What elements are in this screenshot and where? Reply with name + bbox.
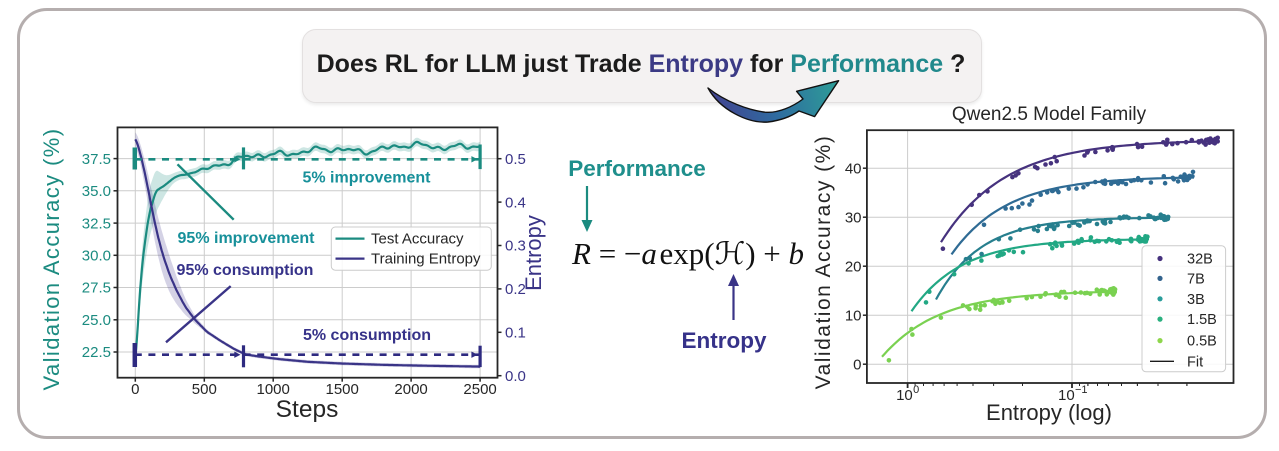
svg-text:22.5: 22.5 xyxy=(82,344,111,361)
svg-text:10: 10 xyxy=(845,307,862,324)
svg-text:0.5B: 0.5B xyxy=(1187,334,1217,350)
svg-text:0.3: 0.3 xyxy=(505,238,526,255)
svg-text:2500: 2500 xyxy=(463,381,496,398)
svg-text:3B: 3B xyxy=(1187,292,1205,308)
svg-text:Steps: Steps xyxy=(276,396,339,423)
svg-text:10: 10 xyxy=(1058,387,1075,404)
svg-text:35.0: 35.0 xyxy=(82,183,111,200)
svg-text:1500: 1500 xyxy=(326,381,359,398)
svg-text:1.5B: 1.5B xyxy=(1187,312,1217,328)
svg-text:Training Entropy: Training Entropy xyxy=(371,251,481,268)
svg-text:10: 10 xyxy=(896,387,913,404)
svg-text:5% consumption: 5% consumption xyxy=(303,327,431,344)
svg-text:32B: 32B xyxy=(1187,252,1213,268)
svg-text:−1: −1 xyxy=(1075,384,1088,396)
svg-text:95% improvement: 95% improvement xyxy=(178,230,316,247)
svg-text:32.5: 32.5 xyxy=(82,215,111,232)
svg-text:7B: 7B xyxy=(1187,271,1205,287)
svg-text:0.5: 0.5 xyxy=(505,151,526,168)
svg-text:Validation Accuracy (%): Validation Accuracy (%) xyxy=(812,135,835,390)
svg-text:37.5: 37.5 xyxy=(82,151,111,168)
svg-text:Entropy: Entropy xyxy=(681,328,766,353)
svg-text:0: 0 xyxy=(913,384,919,396)
svg-text:1000: 1000 xyxy=(257,381,290,398)
svg-text:R = −a exp(ℋ) + b: R = −a exp(ℋ) + b xyxy=(571,236,804,271)
svg-text:Fit: Fit xyxy=(1187,354,1203,370)
svg-text:Test Accuracy: Test Accuracy xyxy=(371,231,464,248)
svg-text:Qwen2.5 Model Family: Qwen2.5 Model Family xyxy=(952,104,1147,125)
svg-text:20: 20 xyxy=(845,258,862,275)
svg-text:30: 30 xyxy=(845,209,862,226)
svg-text:95% consumption: 95% consumption xyxy=(177,262,314,279)
svg-text:0.1: 0.1 xyxy=(505,325,526,342)
svg-text:27.5: 27.5 xyxy=(82,280,111,297)
svg-text:0.0: 0.0 xyxy=(505,368,526,385)
svg-text:0: 0 xyxy=(131,381,139,398)
svg-text:0.2: 0.2 xyxy=(505,281,526,298)
svg-text:Entropy: Entropy xyxy=(521,215,546,291)
svg-text:5% improvement: 5% improvement xyxy=(302,170,431,187)
svg-text:Performance: Performance xyxy=(568,156,706,181)
svg-text:500: 500 xyxy=(192,381,217,398)
svg-text:Entropy (log): Entropy (log) xyxy=(986,400,1112,425)
svg-text:0: 0 xyxy=(853,356,861,373)
svg-text:25.0: 25.0 xyxy=(82,312,111,329)
svg-text:40: 40 xyxy=(845,160,862,177)
svg-text:0.4: 0.4 xyxy=(505,194,526,211)
svg-text:Validation Accuracy (%): Validation Accuracy (%) xyxy=(39,128,64,391)
svg-text:2000: 2000 xyxy=(394,381,427,398)
svg-text:30.0: 30.0 xyxy=(82,248,111,265)
